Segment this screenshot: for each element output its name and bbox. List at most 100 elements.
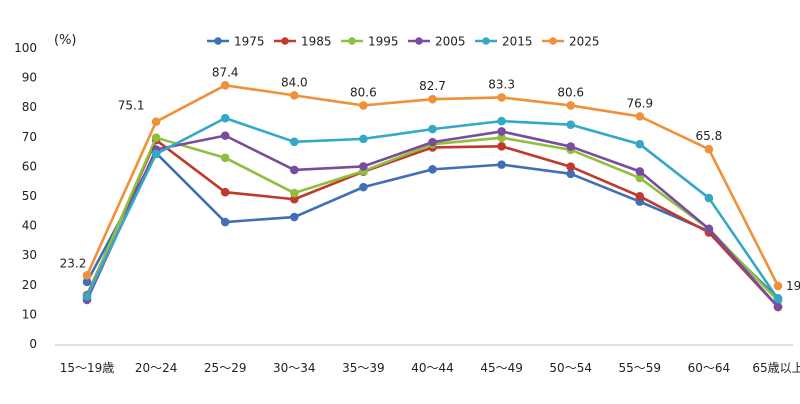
y-tick-label: 10 (22, 307, 37, 321)
data-point (151, 133, 161, 142)
data-point (497, 93, 506, 102)
data-point (220, 153, 230, 163)
legend: 1975 1985 1995 2005 2015 2025 (207, 35, 600, 49)
data-point (220, 187, 230, 197)
legend-label: 1985 (301, 35, 332, 49)
y-tick-label: 70 (22, 130, 37, 144)
data-point (220, 113, 230, 123)
data-point (566, 120, 576, 129)
data-point (566, 169, 576, 179)
legend-label: 2015 (502, 35, 533, 49)
data-labels: 23.2 75.1 87.4 84.0 80.6 82.7 83.3 80.6 76.9 65.8… (60, 65, 800, 293)
data-point (566, 142, 576, 151)
series-line-1975 (85, 151, 779, 300)
legend-item-2015: 2015 (475, 35, 533, 49)
data-label: 84.0 (281, 75, 308, 89)
series-1995 (82, 133, 783, 306)
data-point (151, 149, 161, 159)
x-tick-label: 20〜24 (135, 361, 178, 375)
data-label: 82.7 (419, 79, 446, 93)
data-point (497, 141, 506, 151)
data-point (773, 302, 783, 312)
data-point (220, 131, 230, 140)
x-tick-label: 50〜54 (549, 361, 592, 375)
y-axis-unit-label: (%) (54, 33, 77, 48)
legend-swatch-marker (549, 37, 557, 45)
data-point (704, 224, 714, 234)
data-point (82, 271, 92, 280)
x-tick-label: 15〜19歳 (60, 361, 115, 375)
series-2005 (82, 127, 783, 312)
data-point (428, 94, 437, 104)
x-tick-label: 55〜59 (619, 361, 662, 375)
legend-item-1995: 1995 (341, 35, 399, 49)
legend-swatch-marker (214, 37, 222, 45)
x-tick-label: 25〜29 (204, 361, 247, 375)
data-point (290, 212, 299, 222)
data-point (151, 117, 161, 127)
y-tick-label: 50 (22, 189, 37, 203)
y-tick-label: 100 (14, 41, 37, 55)
data-point (220, 217, 230, 227)
legend-swatch-marker (348, 37, 356, 45)
legend-label: 2005 (435, 35, 466, 49)
data-point (497, 160, 506, 169)
series-2015 (82, 113, 783, 304)
x-axis: 15〜19歳 20〜24 25〜29 30〜34 35〜39 40〜44 45〜49 50〜5… (55, 344, 800, 375)
data-point (82, 292, 92, 301)
data-point (566, 101, 576, 110)
data-point (428, 137, 437, 147)
x-tick-label: 30〜34 (273, 361, 316, 375)
x-tick-label: 40〜44 (411, 361, 454, 375)
data-point (428, 165, 437, 174)
data-point (635, 167, 645, 176)
data-point (635, 139, 645, 149)
series-line-2025 (85, 83, 780, 287)
series-group (82, 80, 783, 312)
x-tick-label: 45〜49 (480, 361, 523, 375)
data-label: 75.1 (118, 99, 145, 113)
data-label: 76.9 (626, 96, 653, 110)
legend-item-1975: 1975 (207, 35, 265, 49)
x-tick-label: 60〜64 (688, 361, 731, 375)
data-point (428, 124, 437, 134)
data-label: 87.4 (212, 65, 239, 79)
data-point (290, 165, 299, 175)
legend-label: 2025 (569, 35, 600, 49)
data-point (290, 91, 299, 100)
data-point (566, 162, 576, 171)
y-tick-label: 90 (22, 71, 37, 85)
data-label: 80.6 (350, 85, 377, 99)
data-point (290, 137, 299, 147)
y-tick-label: 60 (22, 159, 37, 173)
legend-item-2025: 2025 (542, 35, 600, 49)
data-point (773, 281, 783, 291)
series-1985 (82, 135, 783, 312)
legend-label: 1975 (234, 35, 265, 49)
data-label: 65.8 (696, 129, 723, 143)
series-2025 (82, 80, 783, 291)
y-tick-label: 0 (29, 337, 37, 351)
legend-swatch-marker (281, 37, 289, 45)
y-axis: 0 10 20 30 40 50 60 70 80 90 100 (14, 41, 37, 351)
data-label: 80.6 (557, 85, 584, 99)
data-point (290, 188, 299, 198)
data-label: 19.6 (786, 279, 800, 293)
y-tick-label: 80 (22, 100, 37, 114)
data-point (359, 182, 368, 192)
y-tick-label: 20 (22, 278, 37, 292)
y-tick-label: 40 (22, 219, 37, 233)
x-tick-label: 35〜39 (342, 361, 385, 375)
series-line-2005 (85, 130, 779, 308)
data-label: 83.3 (488, 77, 515, 91)
data-point (497, 116, 506, 126)
data-point (704, 193, 714, 203)
legend-swatch-marker (415, 37, 423, 45)
data-point (773, 294, 783, 304)
legend-swatch-marker (482, 37, 490, 45)
legend-label: 1995 (368, 35, 399, 49)
data-point (635, 112, 645, 121)
data-point (359, 162, 368, 171)
